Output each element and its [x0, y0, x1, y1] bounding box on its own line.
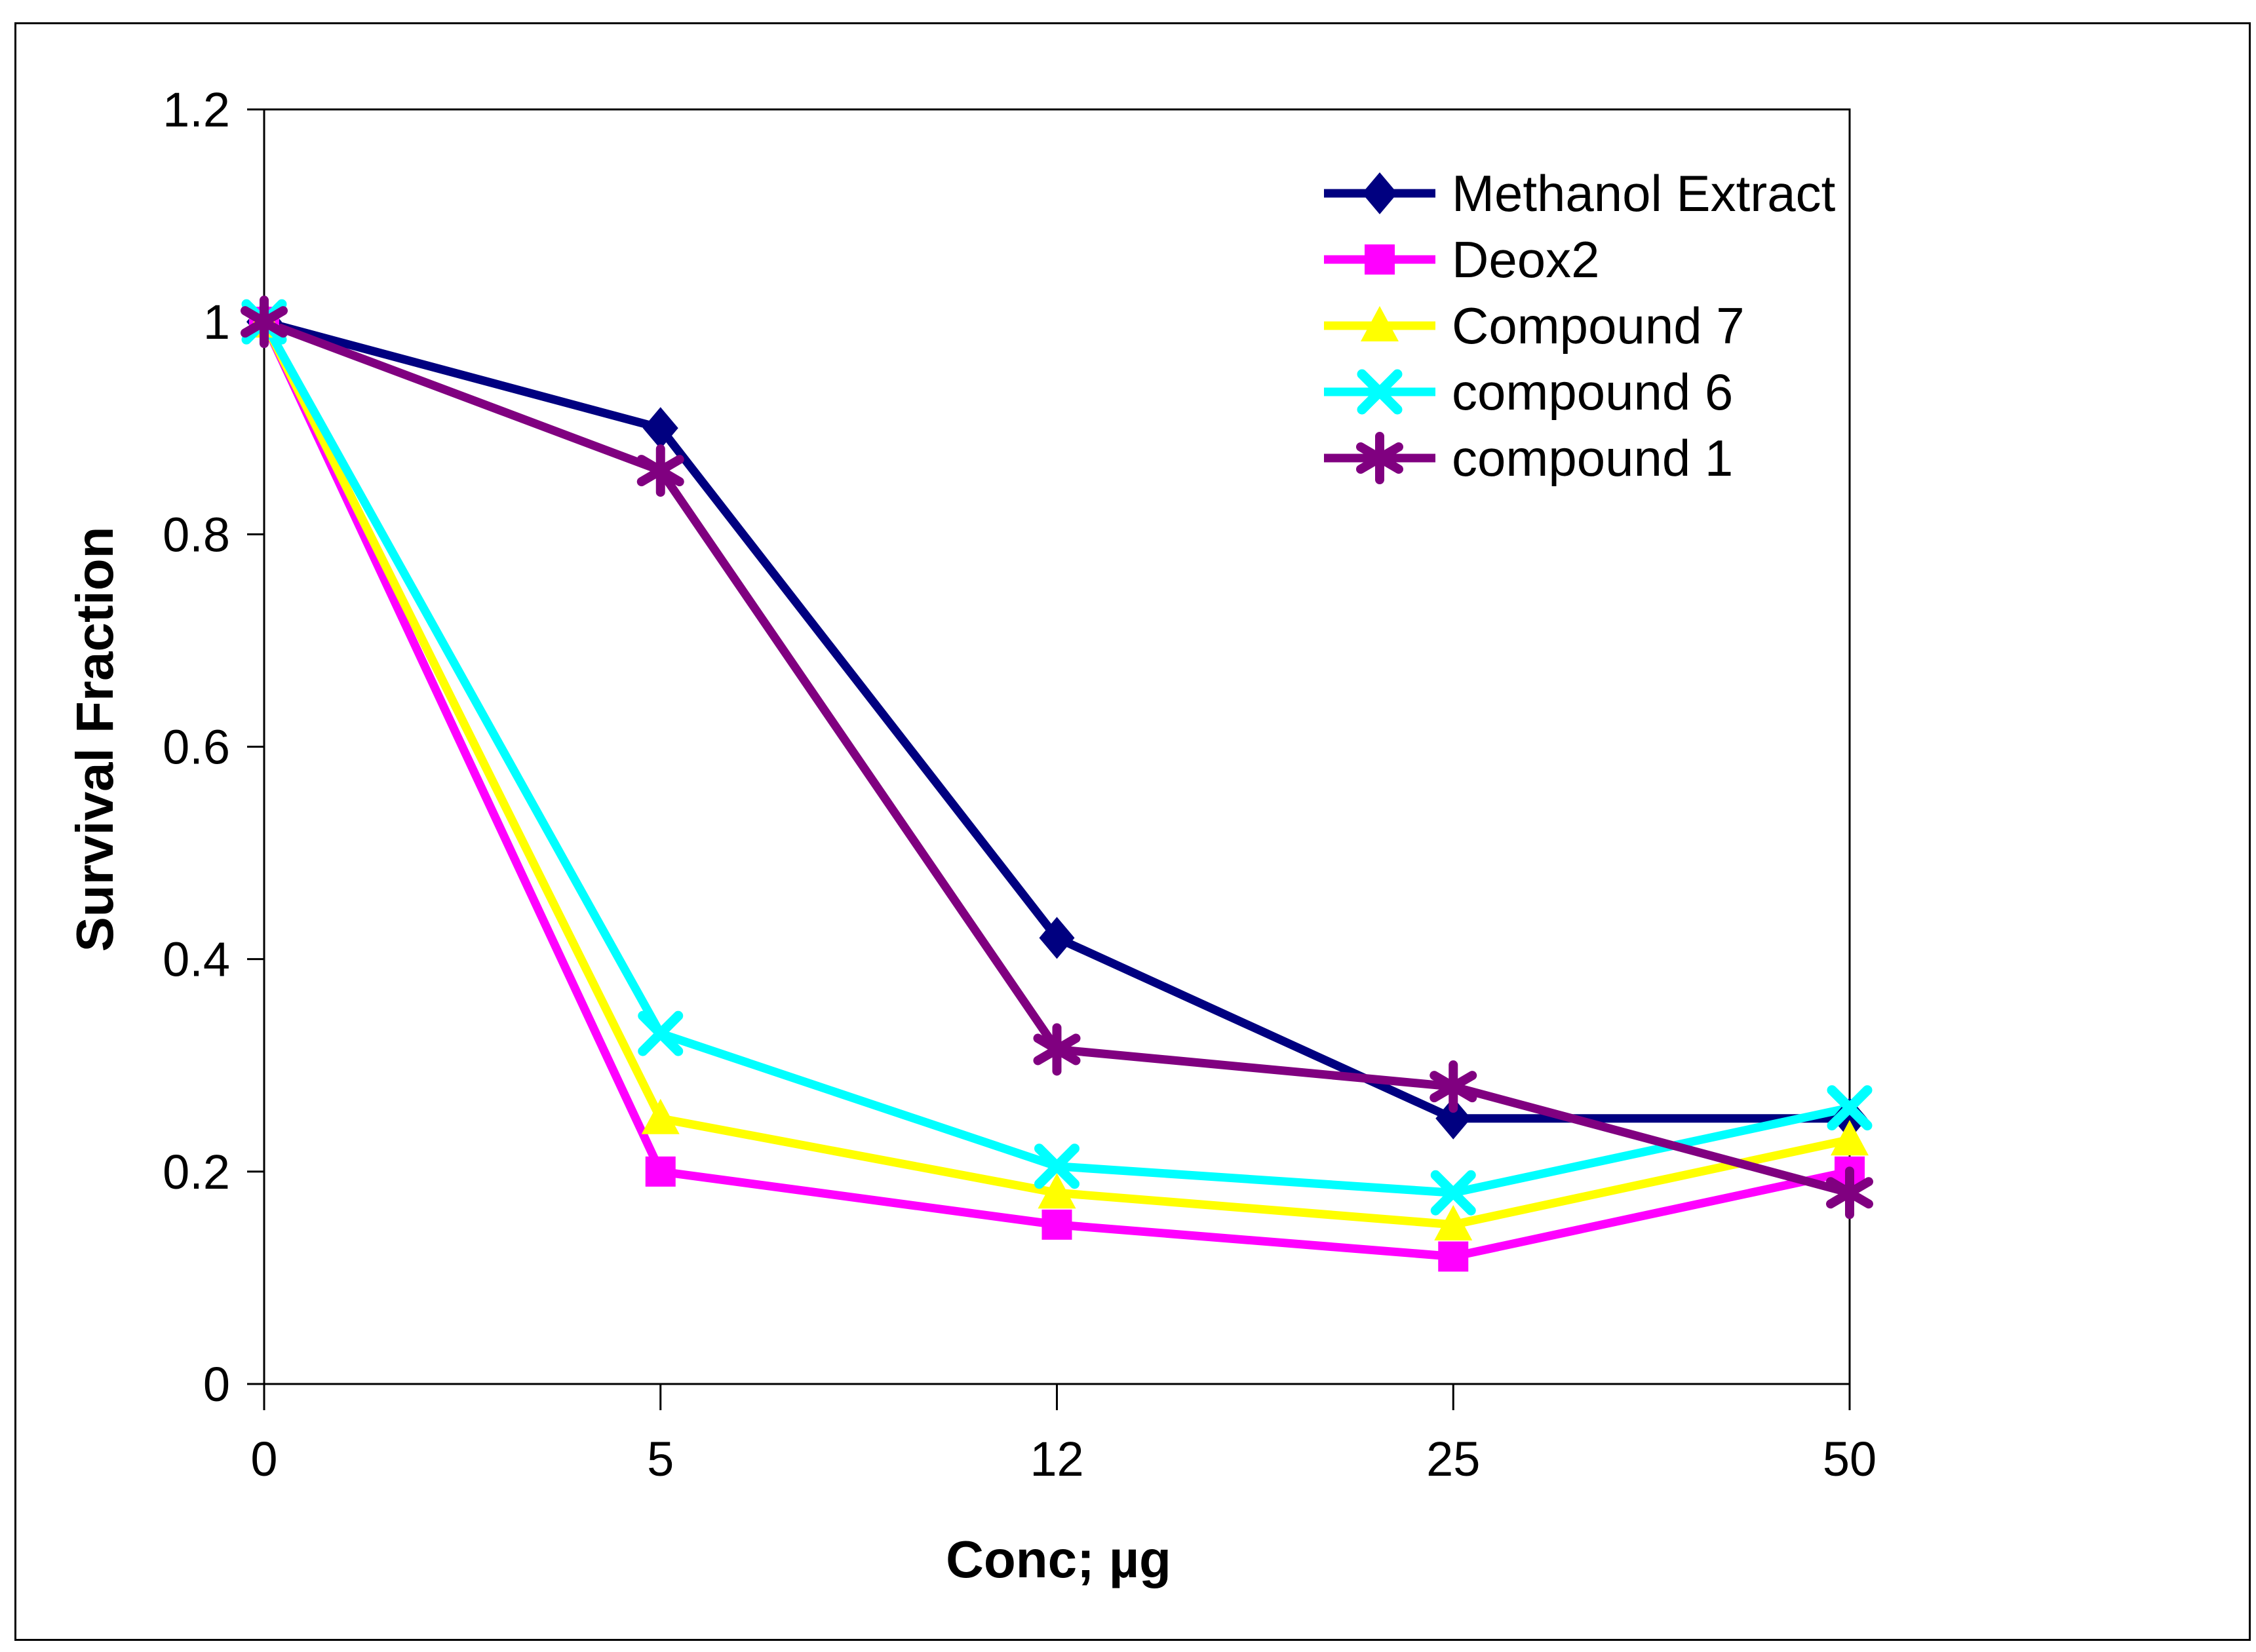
- data-point-deox2[interactable]: [1041, 1209, 1072, 1240]
- legend-marker-square[interactable]: [1365, 244, 1395, 275]
- data-point-methanol-extract[interactable]: [1435, 1097, 1471, 1140]
- y-tick-label: 0.8: [163, 507, 230, 562]
- legend-item-label: Compound 7: [1452, 297, 1745, 355]
- data-point-compound-6[interactable]: [1430, 1170, 1476, 1216]
- y-tick-label: 0: [203, 1357, 230, 1412]
- data-point-compound-1[interactable]: [1429, 1060, 1477, 1113]
- legend-item-label: compound 1: [1452, 429, 1733, 487]
- data-point-methanol-extract[interactable]: [1832, 1097, 1867, 1140]
- y-tick-label: 1: [203, 295, 230, 349]
- y-tick-label: 0.2: [163, 1145, 230, 1199]
- data-point-compound-7[interactable]: [1831, 1120, 1869, 1156]
- data-point-deox2[interactable]: [645, 1156, 676, 1187]
- legend-item-label: Methanol Extract: [1452, 164, 1836, 222]
- data-point-compound-1[interactable]: [636, 444, 684, 497]
- x-tick-label: 12: [1030, 1432, 1083, 1486]
- legend-marker-x[interactable]: [1357, 369, 1403, 415]
- data-point-methanol-extract[interactable]: [642, 407, 678, 450]
- data-point-compound-6[interactable]: [1827, 1085, 1873, 1131]
- data-point-compound-1[interactable]: [1033, 1023, 1081, 1076]
- x-axis-title: Conc; µg: [946, 1530, 1171, 1588]
- data-point-compound-1[interactable]: [241, 296, 288, 349]
- y-tick-label: 1.2: [163, 83, 230, 137]
- data-point-compound-6[interactable]: [638, 1010, 684, 1056]
- data-point-compound-6[interactable]: [1034, 1143, 1079, 1189]
- x-tick-label: 5: [647, 1432, 674, 1486]
- legend-marker-triangle[interactable]: [1361, 306, 1399, 341]
- data-point-compound-7[interactable]: [1434, 1204, 1473, 1240]
- data-point-deox2[interactable]: [1438, 1241, 1469, 1272]
- legend-item-label: compound 6: [1452, 363, 1733, 421]
- data-point-methanol-extract[interactable]: [1039, 917, 1075, 959]
- x-tick-label: 0: [250, 1432, 277, 1486]
- data-point-compound-1[interactable]: [1826, 1166, 1873, 1220]
- x-tick-label: 25: [1426, 1432, 1480, 1486]
- x-tick-label: 50: [1823, 1432, 1877, 1486]
- legend-marker-diamond[interactable]: [1362, 172, 1397, 214]
- y-tick-label: 0.4: [163, 932, 230, 987]
- data-point-compound-7[interactable]: [641, 1098, 680, 1134]
- legend-item-label: Deox2: [1452, 231, 1599, 288]
- y-axis-title: Survival Fraction: [66, 526, 124, 952]
- legend-marker-star[interactable]: [1356, 432, 1403, 484]
- y-tick-label: 0.6: [163, 720, 230, 775]
- chart-outer-frame: [14, 22, 2251, 1641]
- data-point-compound-7[interactable]: [1038, 1173, 1076, 1209]
